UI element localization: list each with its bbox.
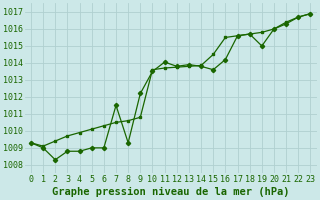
X-axis label: Graphe pression niveau de la mer (hPa): Graphe pression niveau de la mer (hPa) (52, 186, 290, 197)
